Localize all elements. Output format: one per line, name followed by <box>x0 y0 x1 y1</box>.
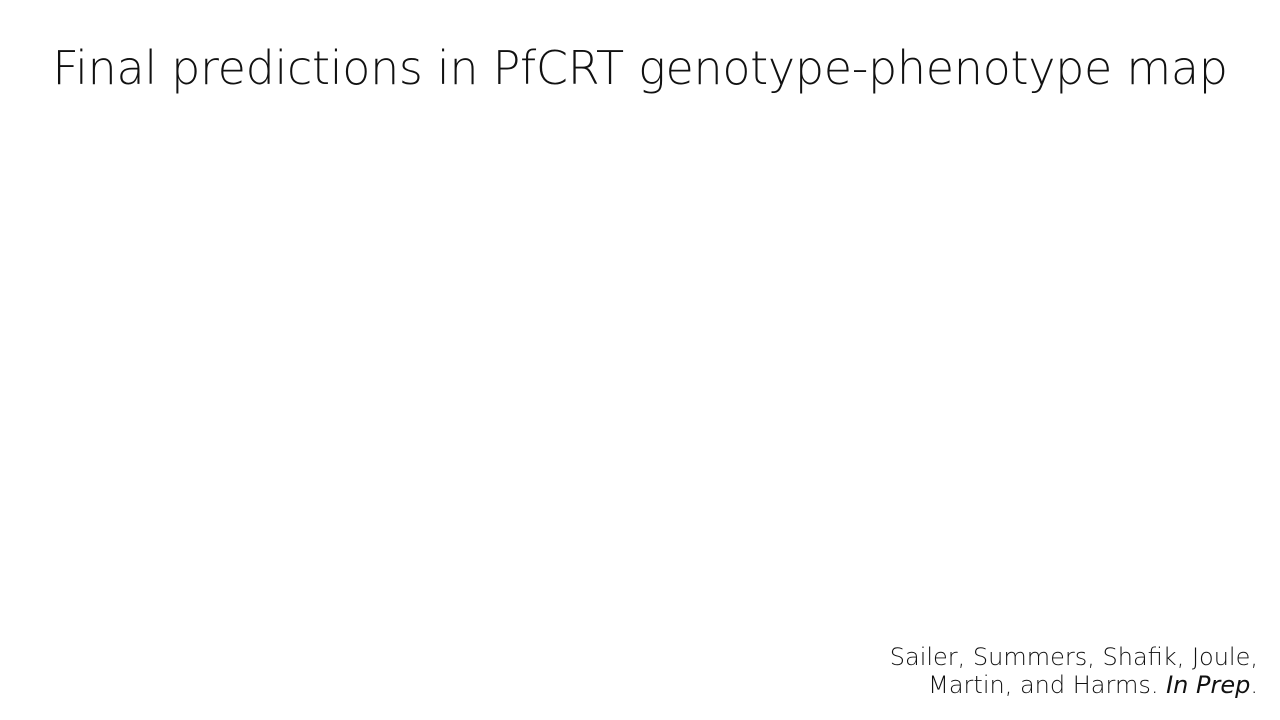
citation-line-2: Martin, and Harms. In Prep. <box>890 671 1258 699</box>
citation-status: In Prep <box>1166 671 1251 699</box>
citation-period: . <box>1250 671 1258 699</box>
citation-line-1: Sailer, Summers, Shafik, Joule, <box>889 643 1258 671</box>
citation: Sailer, Summers, Shafik, Joule, Martin, … <box>890 643 1258 699</box>
citation-authors-end: Martin, and Harms. <box>928 671 1167 699</box>
slide-title: Final predictions in PfCRT genotype-phen… <box>52 41 1228 95</box>
